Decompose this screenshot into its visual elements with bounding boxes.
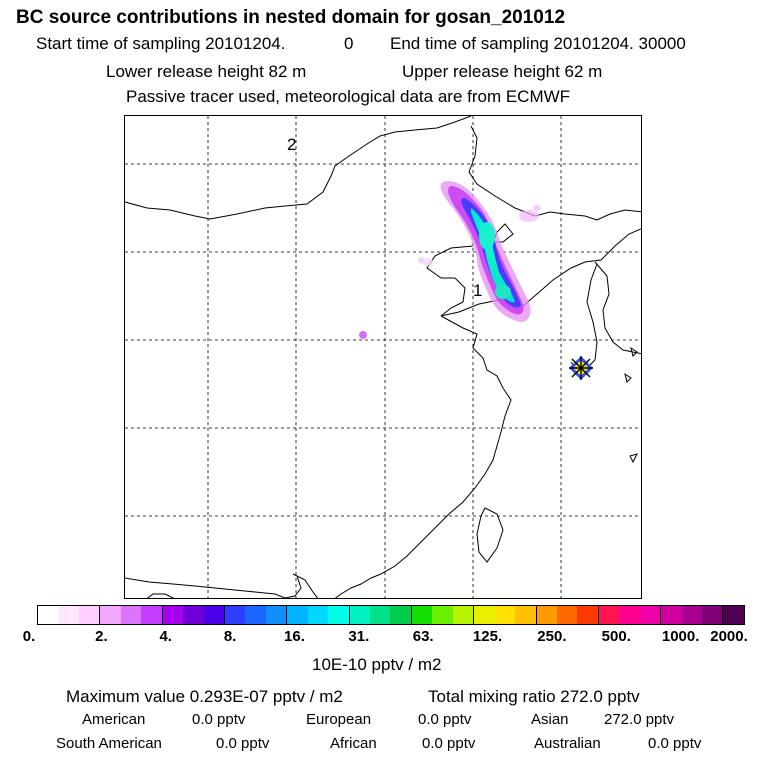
colorbar-swatch	[307, 606, 329, 624]
star-receptor-icon	[569, 356, 593, 380]
colorbar-swatch	[38, 606, 59, 624]
start-time-hour: 0	[344, 34, 354, 53]
tracer-note: Passive tracer used, meteorological data…	[126, 87, 571, 106]
colorbar-tick-label: 31.	[348, 628, 370, 645]
upper-release-height: Upper release height 62 m	[402, 62, 603, 81]
colorbar-swatch	[141, 606, 163, 624]
coastlines	[125, 116, 641, 598]
region-value-european: 0.0 pptv	[418, 711, 472, 728]
colorbar-tick-label: 2.	[95, 628, 108, 645]
colorbar-swatch	[452, 606, 475, 624]
map-marker-label-1: 1	[473, 281, 482, 300]
end-time-label: End time of sampling 20101204. 30000	[390, 34, 686, 53]
map-marker-label-2: 2	[287, 135, 296, 154]
map-grid	[125, 116, 641, 598]
colorbar-swatch	[265, 606, 288, 624]
colorbar-tick-label: 8.	[223, 628, 237, 645]
colorbar-swatch	[370, 606, 391, 624]
colorbar-swatch	[328, 606, 350, 624]
colorbar-swatch	[287, 606, 308, 624]
region-name-south-american: South American	[56, 735, 162, 752]
start-time-label: Start time of sampling 20101204.	[36, 34, 286, 53]
colorbar	[37, 605, 745, 625]
region-value-american: 0.0 pptv	[192, 711, 246, 728]
map-canvas: 2 1	[125, 116, 641, 598]
colorbar-swatch	[494, 606, 516, 624]
region-value-australian: 0.0 pptv	[648, 735, 702, 752]
maximum-value: Maximum value 0.293E-07 pptv / m2	[66, 687, 343, 706]
colorbar-tick-label: 63.	[412, 628, 434, 645]
colorbar-unit: 10E-10 pptv / m2	[312, 655, 442, 674]
region-value-south-american: 0.0 pptv	[216, 735, 270, 752]
colorbar-swatch	[702, 606, 724, 624]
colorbar-swatch	[639, 606, 662, 624]
colorbar-tick-label: 250.	[537, 628, 567, 645]
colorbar-tick-label: 4.	[159, 628, 172, 645]
colorbar-swatch	[577, 606, 599, 624]
colorbar-swatch	[162, 606, 184, 624]
colorbar-swatch	[723, 606, 744, 624]
region-name-european: European	[306, 711, 372, 728]
colorbar-tick-label: 1000.	[661, 628, 700, 645]
colorbar-swatch	[390, 606, 412, 624]
colorbar-swatch	[474, 606, 495, 624]
colorbar-swatch	[432, 606, 453, 624]
colorbar-swatch	[556, 606, 578, 624]
lower-release-height: Lower release height 82 m	[106, 62, 307, 81]
colorbar-tick-label: 0.	[22, 628, 36, 645]
colorbar-swatch	[203, 606, 225, 624]
region-value-african: 0.0 pptv	[422, 735, 476, 752]
colorbar-swatch	[183, 606, 204, 624]
region-name-african: African	[330, 735, 377, 752]
colorbar-swatch	[58, 606, 79, 624]
colorbar-tick-label: 2000.	[710, 628, 748, 645]
colorbar-swatch	[598, 606, 620, 624]
region-value-asian: 272.0 pptv	[604, 711, 675, 728]
colorbar-swatch	[515, 606, 537, 624]
total-mixing-ratio: Total mixing ratio 272.0 pptv	[428, 687, 640, 706]
region-name-american: American	[82, 711, 146, 728]
colorbar-swatch	[120, 606, 142, 624]
colorbar-tick-label: 500.	[601, 628, 631, 645]
region-name-asian: Asian	[531, 711, 569, 728]
colorbar-swatch	[224, 606, 246, 624]
colorbar-swatch	[619, 606, 640, 624]
concentration-plume	[359, 181, 541, 339]
colorbar-swatch	[100, 606, 121, 624]
colorbar-swatch	[661, 606, 682, 624]
colorbar-swatch	[78, 606, 101, 624]
colorbar-swatch	[536, 606, 557, 624]
region-name-australian: Australian	[534, 735, 601, 752]
colorbar-swatch	[681, 606, 702, 624]
colorbar-swatch	[349, 606, 370, 624]
colorbar-swatch	[411, 606, 433, 624]
colorbar-tick-label: 16.	[284, 628, 305, 645]
plot-title: BC source contributions in nested domain…	[16, 7, 566, 28]
colorbar-swatch	[245, 606, 266, 624]
colorbar-tick-label: 125.	[472, 628, 503, 645]
map-panel: 2 1	[124, 115, 642, 599]
